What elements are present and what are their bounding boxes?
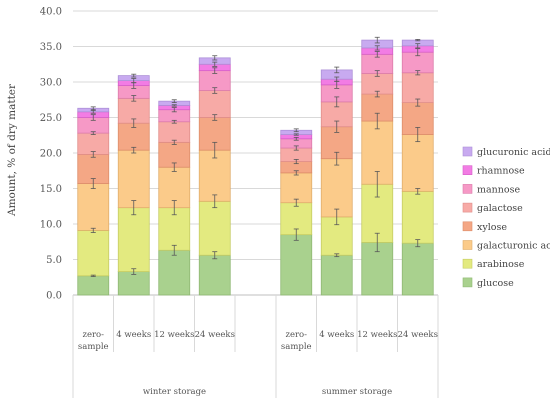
bars	[77, 39, 434, 296]
bar-segment-glucose	[117, 271, 150, 296]
x-category-label: 24 weeks	[398, 330, 438, 340]
bar-segment-galacturonic-acid	[320, 158, 353, 218]
error-bars	[90, 36, 421, 277]
bar-segment-galacturonic-acid	[280, 172, 313, 204]
x-group-label: summer storage	[322, 387, 392, 397]
legend-swatch	[462, 221, 473, 232]
bar-segment-glucose	[280, 234, 313, 296]
legend-label: galacturonic acid	[477, 241, 550, 252]
x-category-label: 24 weeks	[195, 330, 235, 340]
legend-label: rhamnose	[477, 166, 525, 177]
bar-segment-arabinose	[117, 207, 150, 272]
legend-label: arabinose	[477, 259, 525, 270]
bar-segment-galactose	[198, 90, 231, 118]
x-category-label: 12 weeks	[357, 330, 397, 340]
bar-segment-galactose	[401, 72, 434, 103]
x-category-label: sample	[281, 342, 312, 352]
legend-label: glucuronic acid	[477, 147, 550, 158]
x-category-label: 12 weeks	[154, 330, 194, 340]
y-tick-label: 0.0	[46, 291, 62, 302]
legend-swatch	[462, 184, 473, 194]
y-tick-label: 20.0	[40, 149, 62, 160]
bar-segment-galacturonic-acid	[117, 149, 150, 209]
bar-segment-glucose	[198, 254, 231, 296]
x-category-label: zero-	[82, 330, 104, 340]
bar-segment-galactose	[158, 121, 191, 143]
bar-segment-galacturonic-acid	[77, 183, 110, 231]
legend-label: galactose	[477, 203, 523, 214]
bar-segment-arabinose	[198, 200, 231, 256]
legend-swatch	[462, 258, 473, 269]
y-tick-label: 25.0	[40, 113, 62, 124]
y-axis-ticks: 0.0 5.0 10.0 15.0 20.0 25.0 30.0 35.0 40.0	[40, 7, 62, 302]
legend: glucuronic acid rhamnose mannose galactose x…	[462, 146, 550, 289]
legend-swatch	[462, 146, 473, 157]
y-tick-label: 15.0	[40, 184, 62, 195]
legend-swatch	[462, 277, 473, 288]
bar-segment-galacturonic-acid	[401, 134, 434, 192]
bar-segment-glucose	[401, 242, 434, 296]
legend-swatch	[462, 240, 473, 250]
legend-label: mannose	[477, 184, 521, 195]
x-category-label: zero-	[285, 330, 307, 340]
x-category-label: sample	[78, 342, 109, 352]
bar-segment-arabinose	[77, 229, 110, 277]
legend-swatch	[462, 165, 473, 175]
legend-swatch	[462, 202, 473, 213]
y-tick-label: 5.0	[46, 255, 62, 266]
y-tick-label: 35.0	[40, 42, 62, 53]
y-axis-label: Amount, % of dry matter	[6, 83, 18, 217]
y-tick-label: 10.0	[40, 220, 62, 231]
legend-label: xylose	[477, 222, 507, 233]
bar-segment-glucose	[320, 254, 353, 296]
x-category-label: 4 weeks	[116, 330, 151, 340]
bar-segment-glucose	[77, 275, 110, 296]
x-group-label: winter storage	[143, 387, 206, 397]
y-tick-label: 30.0	[40, 78, 62, 89]
bar-segment-arabinose	[401, 190, 434, 244]
legend-label: glucose	[477, 278, 514, 289]
y-tick-label: 40.0	[40, 7, 62, 18]
x-category-label: 4 weeks	[319, 330, 354, 340]
bar-segment-glucose	[158, 249, 191, 296]
